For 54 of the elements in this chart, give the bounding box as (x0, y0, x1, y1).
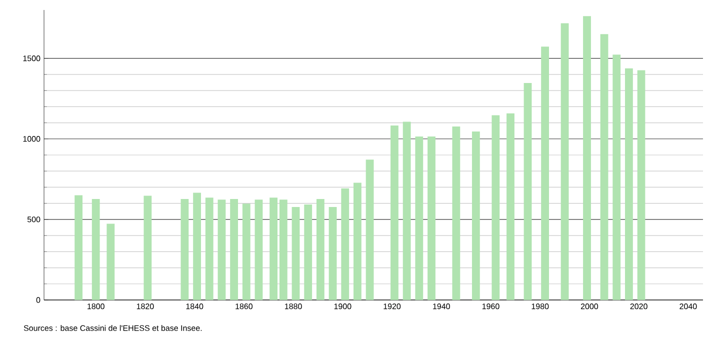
bar (583, 16, 591, 300)
bar (106, 224, 115, 300)
bar (560, 23, 569, 300)
bar (492, 115, 500, 300)
bar (506, 113, 514, 300)
bar (428, 136, 436, 300)
bar (218, 200, 226, 300)
bar (205, 198, 214, 300)
bar (316, 198, 324, 300)
bar (452, 126, 460, 300)
bar (193, 192, 201, 300)
x-tick-label: 2000 (580, 304, 598, 310)
x-tick-label: 2020 (630, 304, 648, 310)
bar (254, 200, 263, 300)
y-tick-label: 1500 (23, 56, 40, 62)
bar (402, 122, 411, 300)
x-tick-label: 1900 (334, 304, 352, 310)
bar (625, 68, 633, 300)
bar (292, 207, 300, 300)
bar (230, 198, 238, 300)
bar (541, 46, 549, 300)
bar (270, 198, 278, 300)
bar (390, 126, 398, 300)
y-tick-label: 500 (27, 216, 40, 222)
bar (600, 34, 608, 300)
bar (524, 82, 532, 300)
y-tick-label: 0 (36, 297, 40, 303)
bar (354, 182, 362, 300)
bar (415, 136, 424, 300)
x-tick-label: 1860 (236, 304, 253, 310)
bar (341, 188, 350, 300)
bar (328, 207, 337, 300)
y-tick-label: 1000 (23, 136, 40, 142)
x-tick-label: 1980 (532, 304, 549, 310)
bar (180, 198, 189, 300)
x-tick-label: 1840 (186, 304, 204, 310)
x-tick-label: 1960 (482, 304, 500, 310)
x-tick-label: 1820 (136, 304, 154, 310)
bar (92, 198, 100, 300)
bar (74, 195, 83, 300)
bar (366, 160, 374, 300)
x-tick-label: 2040 (680, 304, 697, 310)
bar (242, 204, 250, 300)
bar (472, 131, 480, 300)
bar (637, 70, 646, 300)
x-tick-label: 1940 (433, 304, 450, 310)
x-tick-label: 1800 (88, 304, 104, 310)
x-tick-label: 1920 (384, 304, 401, 310)
source-note: Sources : base Cassini de l'EHESS et base Insee. (24, 325, 202, 331)
bar (612, 54, 621, 300)
bar (144, 196, 152, 300)
x-tick-label: 1880 (285, 304, 302, 310)
bar (304, 204, 312, 300)
bar (279, 200, 288, 300)
